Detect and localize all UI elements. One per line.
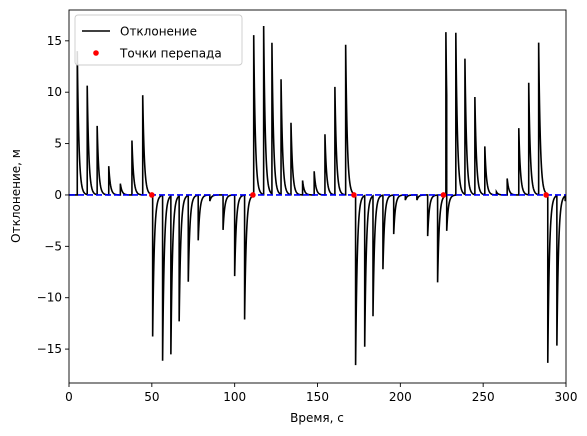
- x-tick-label: 250: [472, 390, 495, 404]
- y-tick-label: 10: [47, 85, 62, 99]
- y-axis-ticks: −15 −10 −5 0 5 10 15: [37, 34, 69, 356]
- x-axis-ticks: 0 50 100 150 200 250 300: [65, 383, 577, 404]
- transition-point-marker: [543, 192, 549, 198]
- x-tick-label: 200: [389, 390, 412, 404]
- legend: Отклонение Точки перепада: [74, 14, 243, 66]
- y-tick-label: 5: [54, 137, 62, 151]
- y-tick-label: −15: [37, 342, 62, 356]
- transition-point-marker: [351, 192, 357, 198]
- legend-label-points: Точки перепада: [119, 47, 222, 61]
- x-tick-label: 50: [144, 390, 159, 404]
- transition-point-marker: [440, 192, 447, 198]
- x-axis-label: Время, с: [290, 411, 344, 425]
- y-tick-label: −5: [44, 239, 62, 253]
- legend-marker-swatch: [93, 50, 99, 56]
- y-tick-label: −10: [37, 291, 62, 305]
- legend-label-deviation: Отклонение: [120, 25, 197, 39]
- y-tick-label: 0: [54, 188, 62, 202]
- transition-point-marker: [250, 192, 256, 198]
- transition-point-marker: [149, 192, 155, 198]
- plot-content: [69, 26, 566, 366]
- x-tick-label: 300: [555, 390, 578, 404]
- y-axis-label: Отклонение, м: [9, 149, 23, 243]
- legend-box: [74, 14, 243, 66]
- x-tick-label: 100: [223, 390, 246, 404]
- x-tick-label: 0: [65, 390, 73, 404]
- transition-points: [149, 192, 549, 198]
- y-tick-label: 15: [47, 34, 62, 48]
- x-tick-label: 150: [306, 390, 329, 404]
